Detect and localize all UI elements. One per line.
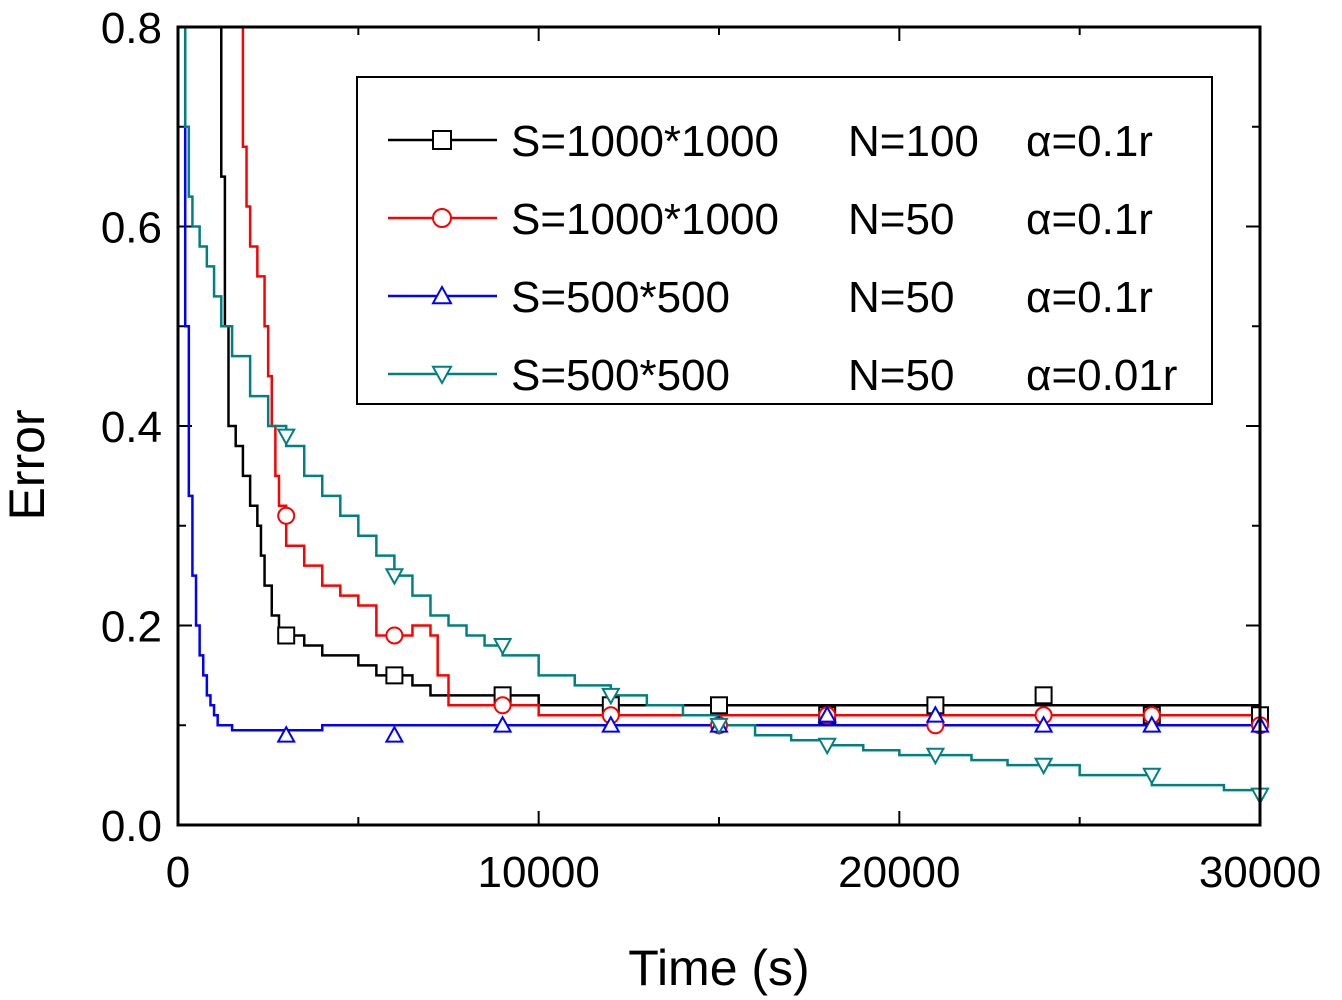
legend-label-s: S=500*500 bbox=[511, 351, 730, 400]
legend-swatch-marker bbox=[432, 208, 452, 228]
data-point-4 bbox=[1033, 757, 1054, 776]
y-tick-label: 0.6 bbox=[101, 204, 162, 253]
data-point-3 bbox=[276, 725, 296, 743]
data-point-4 bbox=[925, 747, 946, 766]
x-tick-label: 0 bbox=[166, 848, 190, 897]
data-point-3 bbox=[492, 715, 513, 733]
legend-label-alpha: α=0.1r bbox=[1026, 195, 1153, 244]
data-point-3 bbox=[384, 725, 405, 743]
data-point-4 bbox=[601, 687, 621, 706]
data-point-4 bbox=[709, 717, 729, 736]
data-point-3 bbox=[925, 705, 946, 723]
x-tick-label: 20000 bbox=[838, 848, 960, 897]
data-point-4 bbox=[817, 737, 837, 756]
legend-label-n: N=50 bbox=[848, 273, 954, 322]
legend-label-n: N=50 bbox=[848, 195, 954, 244]
data-point-2 bbox=[385, 626, 404, 645]
y-tick-label: 0.0 bbox=[101, 802, 162, 851]
y-tick-label: 0.8 bbox=[101, 4, 162, 53]
tick-labels: 0 10000 20000 30000 0.0 0.2 0.4 0.6 0.8 bbox=[101, 4, 1321, 897]
legend-swatch-marker bbox=[431, 365, 453, 386]
series-line-4 bbox=[181, 27, 1260, 796]
legend-label-alpha: α=0.1r bbox=[1026, 117, 1153, 166]
legend-swatch-marker bbox=[432, 130, 452, 150]
legend-label-alpha: α=0.1r bbox=[1026, 273, 1153, 322]
x-tick-label: 30000 bbox=[1199, 848, 1321, 897]
legend-box bbox=[356, 76, 1213, 405]
data-point-2 bbox=[277, 506, 296, 525]
data-point-4 bbox=[276, 428, 296, 447]
data-point-4 bbox=[492, 638, 513, 656]
data-point-3 bbox=[817, 705, 837, 723]
legend-label-s: S=1000*1000 bbox=[511, 195, 779, 244]
legend-label-alpha: α=0.01r bbox=[1026, 351, 1177, 400]
data-point-1 bbox=[1034, 686, 1053, 705]
data-point-1 bbox=[710, 696, 728, 715]
legend-swatch-marker bbox=[431, 284, 453, 305]
data-point-2 bbox=[493, 696, 512, 715]
y-tick-label: 0.2 bbox=[101, 603, 162, 652]
data-point-4 bbox=[1142, 767, 1162, 786]
data-point-4 bbox=[384, 568, 405, 586]
series-line-1 bbox=[214, 27, 1260, 707]
y-tick-label: 0.4 bbox=[101, 403, 162, 452]
legend: S=1000*1000 N=100 α=0.1r S=1000*1000 N=50 α=0… bbox=[356, 76, 1213, 405]
legend-label-s: S=500*500 bbox=[511, 273, 730, 322]
data-point-1 bbox=[277, 626, 296, 645]
data-point-3 bbox=[601, 715, 621, 733]
legend-label-n: N=50 bbox=[848, 351, 954, 400]
legend-label-s: S=1000*1000 bbox=[511, 117, 779, 166]
data-point-3 bbox=[1142, 715, 1162, 733]
legend-label-n: N=100 bbox=[848, 117, 979, 166]
x-axis-label: Time (s) bbox=[628, 940, 809, 996]
data-point-1 bbox=[385, 666, 404, 685]
y-axis-label: Error bbox=[0, 409, 55, 520]
plot-frame bbox=[176, 25, 1262, 827]
series-line-2 bbox=[239, 27, 1260, 717]
x-tick-label: 10000 bbox=[477, 848, 599, 897]
markers-layer bbox=[276, 428, 1270, 806]
data-point-3 bbox=[1033, 715, 1054, 733]
